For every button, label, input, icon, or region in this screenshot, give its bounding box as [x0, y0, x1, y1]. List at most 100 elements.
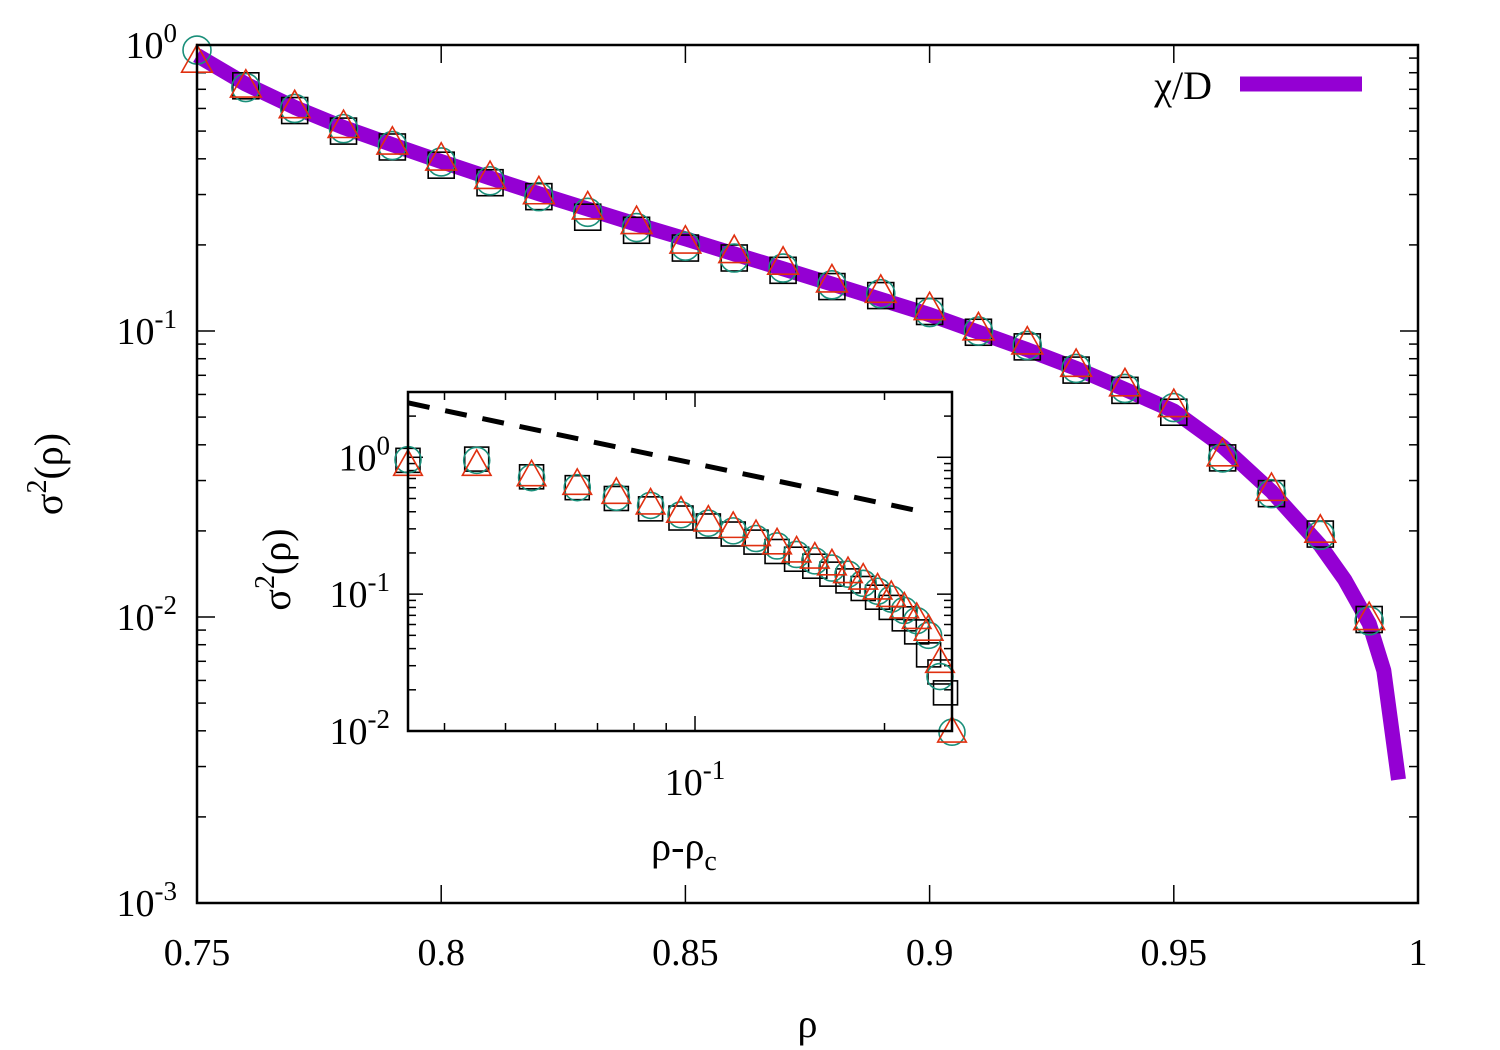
inset-triangle-marker	[832, 555, 864, 584]
triangle-marker	[375, 125, 410, 155]
square-marker	[280, 96, 309, 125]
circle-marker	[817, 270, 847, 300]
inset-circle-marker	[602, 483, 631, 512]
inset-triangle-marker	[847, 561, 879, 590]
inset-circle-marker	[462, 446, 491, 475]
inset-triangle-marker	[799, 541, 831, 569]
circle-marker	[1305, 520, 1336, 551]
main-plot: 100 10-1 10-2 10-3 0.75 0.8 0.85 0.9 0.95 1 χ/D ρ σ2…	[22, 18, 1428, 1046]
inset-triangle-marker	[861, 571, 894, 600]
circle-marker	[1354, 605, 1384, 636]
inset-plot: 100 10-1 10-2 10-1 ρ-ρc σ2(ρ)	[250, 390, 968, 877]
inset-circle-marker	[742, 524, 770, 553]
power-law-guide-line	[407, 400, 924, 515]
inset-y-tick-label: 100	[339, 430, 391, 479]
circle-marker	[1256, 478, 1287, 509]
curve-line	[193, 48, 1406, 781]
triangle-marker	[1205, 436, 1240, 467]
inset-circle-marker	[902, 606, 931, 635]
circle-marker	[1159, 392, 1189, 423]
x-tick-label: 0.85	[652, 932, 719, 974]
inset-triangle-marker	[515, 458, 548, 487]
inset-triangle-marker	[740, 518, 772, 547]
circle-marker	[1012, 330, 1043, 361]
inset-triangle-marker	[780, 534, 813, 563]
inset-series-dashed-line-0	[407, 400, 924, 515]
inset-series-triangle-3	[392, 448, 968, 743]
inset-circle-marker	[694, 509, 723, 537]
series--d-0	[193, 48, 1406, 781]
circle-marker	[572, 197, 603, 228]
inset-triangle-marker	[912, 613, 945, 641]
triangle-marker	[1059, 347, 1093, 378]
triangle-marker	[1352, 600, 1386, 631]
x-axis-label: ρ	[798, 1001, 818, 1046]
inset-triangle-marker	[634, 486, 667, 515]
square-marker	[866, 281, 895, 310]
y-tick-label: 10-3	[117, 876, 178, 925]
inset-square-marker	[932, 680, 959, 706]
series-circle-2	[182, 35, 1384, 636]
triangle-marker	[570, 189, 605, 220]
inset-triangle-marker	[717, 510, 749, 539]
inset-triangle-marker	[761, 526, 793, 555]
inset-y-tick-label: 10-2	[330, 704, 391, 753]
inset-frame	[406, 390, 954, 733]
legend: χ/D	[1153, 63, 1362, 108]
inset-triangle-marker	[665, 495, 697, 524]
circle-marker	[328, 113, 359, 144]
circle-marker	[279, 93, 310, 124]
y-tick-label: 100	[126, 18, 178, 67]
triangle-marker	[961, 310, 996, 341]
square-marker	[1257, 479, 1286, 508]
inset-triangle-marker	[561, 467, 593, 496]
square-marker	[525, 182, 553, 211]
circle-marker	[426, 147, 457, 177]
inset-triangle-marker	[936, 715, 968, 743]
circle-marker	[1061, 353, 1091, 384]
triangle-marker	[815, 262, 849, 293]
circle-marker	[768, 253, 798, 283]
triangle-marker	[1157, 387, 1191, 418]
inset-triangle-marker	[924, 645, 956, 674]
triangle-marker	[277, 88, 312, 119]
inset-background	[408, 392, 952, 731]
inset-y-axis-label: σ2(ρ)	[250, 528, 299, 610]
inset-circle-marker	[667, 501, 695, 529]
y-tick-label: 10-2	[117, 590, 178, 639]
inset-triangle-marker	[888, 590, 920, 619]
triangle-marker	[229, 68, 263, 98]
triangle-marker	[863, 273, 898, 304]
triangle-marker	[1254, 471, 1289, 502]
y-axis-label: σ2(ρ)	[22, 433, 71, 515]
inset-triangle-marker	[875, 579, 907, 608]
circle-marker	[865, 278, 896, 309]
circle-marker	[670, 231, 701, 261]
inset-triangle-marker	[600, 476, 633, 505]
x-tick-label: 0.75	[164, 932, 231, 974]
circle-marker	[1110, 373, 1140, 404]
triangle-marker	[912, 290, 947, 321]
inset-circle-marker	[563, 473, 592, 502]
circle-marker	[524, 181, 554, 212]
circle-marker	[719, 243, 750, 273]
triangle-marker	[1108, 366, 1142, 397]
x-tick-label: 0.95	[1141, 932, 1208, 974]
plot-frame	[195, 43, 1420, 905]
triangle-marker	[1303, 513, 1338, 543]
circle-marker	[377, 130, 408, 161]
legend-label: χ/D	[1153, 63, 1212, 108]
triangle-marker	[619, 204, 654, 235]
inset-circle-marker	[801, 547, 829, 575]
inset-y-tick-label: 10-1	[330, 567, 391, 616]
triangle-marker	[424, 141, 458, 171]
inset-triangle-marker	[461, 448, 493, 477]
inset-x-axis-label: ρ-ρc	[651, 824, 717, 877]
inset-circle-marker	[517, 463, 546, 492]
inset-circle-marker	[636, 491, 665, 520]
circle-marker	[621, 212, 652, 243]
inset-triangle-marker	[692, 503, 725, 532]
inset-triangle-marker	[816, 547, 848, 576]
circle-marker	[914, 297, 945, 328]
circle-marker	[1207, 443, 1238, 473]
